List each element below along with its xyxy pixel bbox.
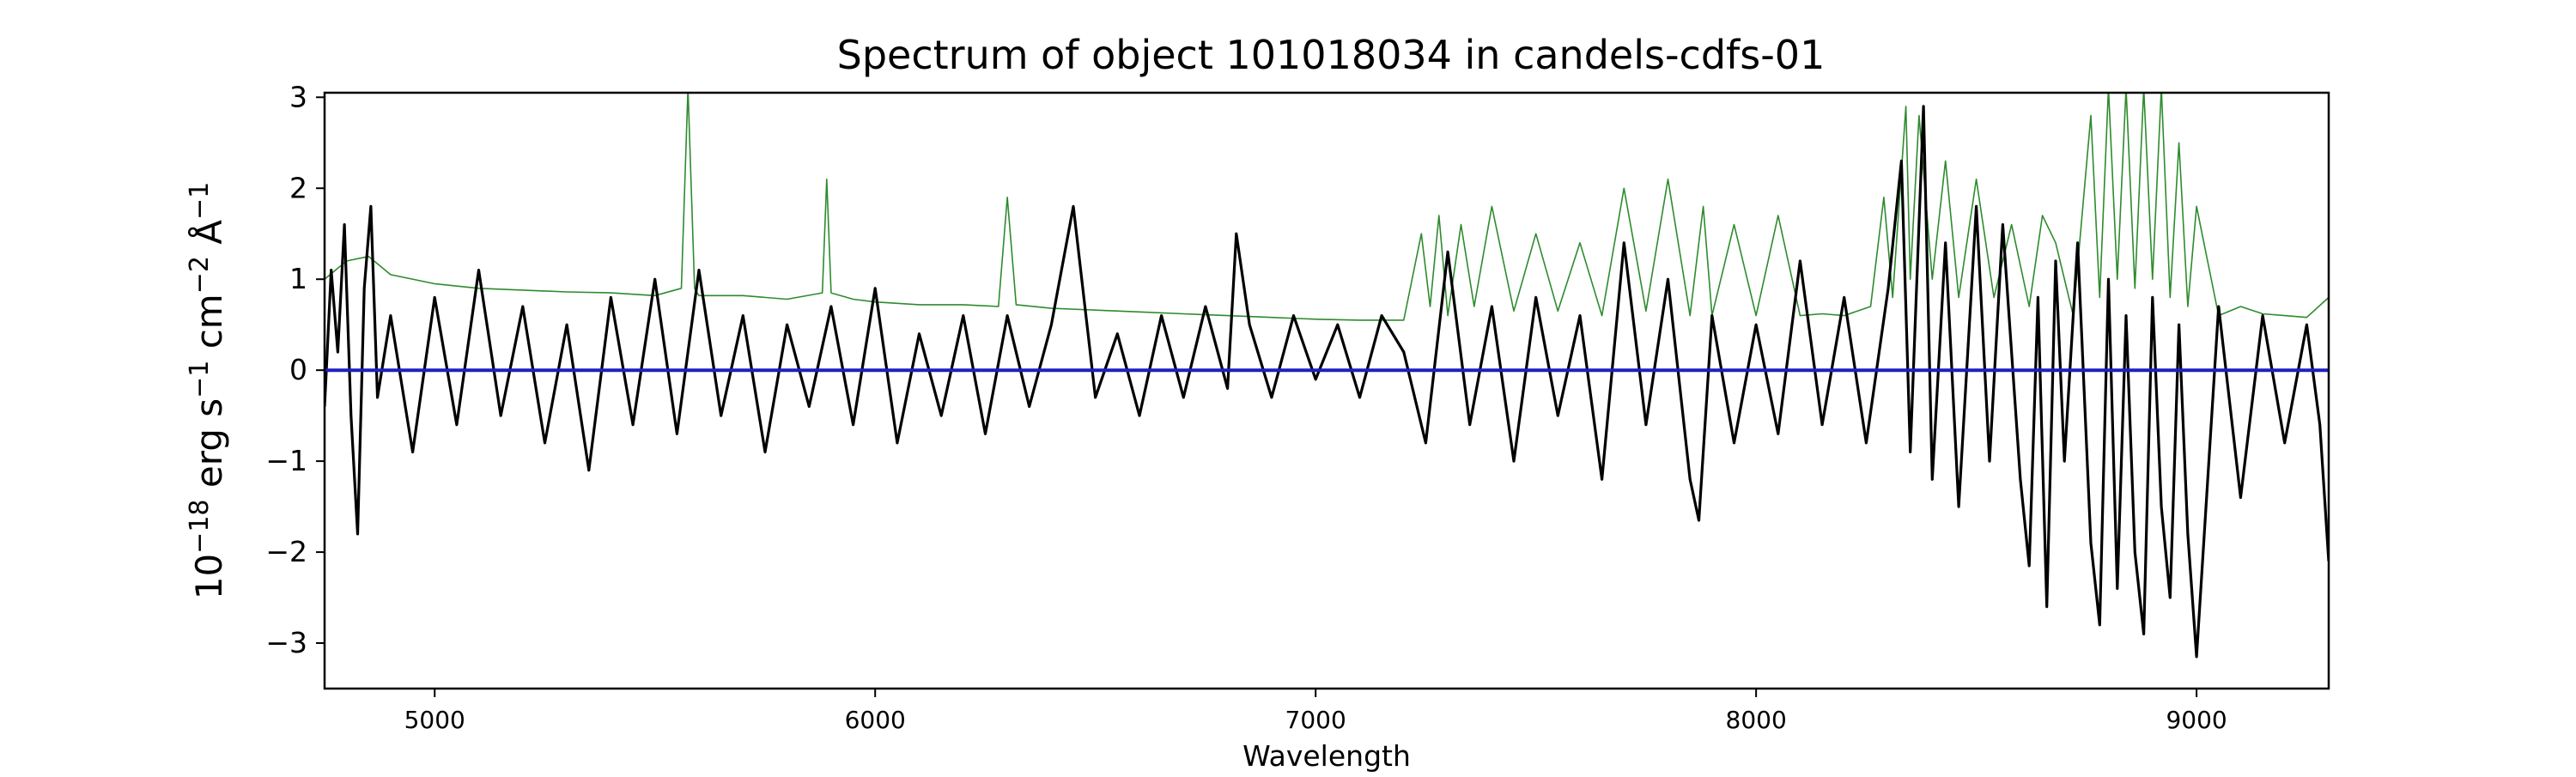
y-tick-label: −3: [265, 626, 307, 659]
x-tick-label: 8000: [1726, 706, 1787, 734]
ylabel-erg: erg s: [188, 398, 230, 500]
x-tick-label: 6000: [845, 706, 906, 734]
x-tick-label: 5000: [404, 706, 465, 734]
x-axis: 5000 6000 7000 8000 9000: [404, 689, 2227, 734]
y-tick-label: −1: [265, 444, 307, 477]
ylabel-cm: cm: [188, 294, 230, 360]
series-line-error: [325, 93, 2329, 321]
ylabel-base: 10: [188, 554, 230, 599]
y-tick-label: 1: [289, 262, 307, 295]
ylabel-exp-4: −1: [185, 182, 215, 220]
chart-title: Spectrum of object 101018034 in candels-…: [837, 32, 1826, 78]
y-axis: −3 −2 −1 0 1 2 3: [265, 80, 325, 659]
ylabel-exp-3: −2: [185, 256, 215, 294]
y-tick-label: −2: [265, 535, 307, 568]
x-tick-label: 9000: [2166, 706, 2227, 734]
x-axis-label: Wavelength: [1242, 739, 1411, 773]
y-tick-label: 0: [289, 353, 307, 386]
y-tick-label: 2: [289, 171, 307, 204]
plot-frame: [323, 91, 2330, 690]
ylabel-exp-2: −1: [185, 361, 215, 398]
x-tick-label: 7000: [1285, 706, 1346, 734]
series-line-flux: [325, 105, 2329, 659]
y-axis-label: 10−18 erg s−1 cm−2 Å−1: [185, 182, 230, 600]
ylabel-angstrom: Å: [187, 220, 230, 256]
ylabel-exp-1: −18: [185, 500, 215, 554]
y-tick-label: 3: [289, 80, 307, 113]
plot-series-group: [325, 93, 2329, 659]
